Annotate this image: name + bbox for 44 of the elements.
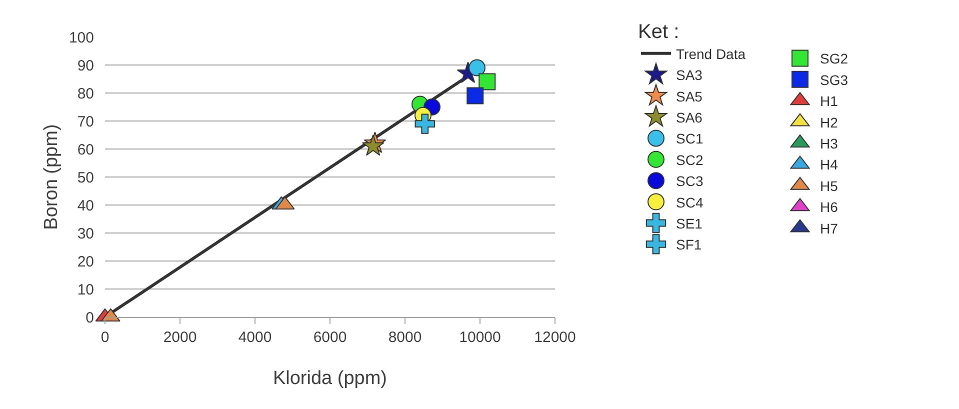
legend-label: H1 (820, 93, 838, 110)
legend-label: H4 (820, 156, 838, 173)
y-tick-label: 100 (68, 29, 94, 46)
y-tick-label: 0 (86, 309, 94, 326)
y-tick-label: 60 (77, 141, 94, 158)
y-tick-label: 50 (77, 169, 94, 186)
legend-label: SC3 (676, 173, 704, 190)
y-tick-label: 30 (77, 225, 94, 242)
legend-label: SC4 (676, 194, 704, 210)
y-tick-label: 20 (77, 253, 94, 270)
legend-label: SA5 (676, 88, 703, 104)
legend-label: H2 (820, 114, 838, 130)
legend-label: SA3 (676, 67, 703, 84)
x-tick-label: 2000 (163, 329, 197, 346)
y-tick-label: 70 (77, 113, 94, 130)
point (466, 87, 484, 104)
x-axis-title: Klorida (ppm) (272, 368, 388, 389)
y-tick-label: 80 (77, 85, 94, 102)
point (478, 73, 496, 90)
x-tick-label: 8000 (388, 329, 422, 346)
y-tick-label: 90 (77, 57, 94, 74)
x-tick-label: 10000 (459, 329, 501, 346)
legend-label: SG2 (820, 50, 848, 67)
legend-label: SA6 (676, 109, 703, 126)
legend-label: SC1 (676, 130, 704, 147)
legend-label: H3 (820, 135, 838, 152)
point (468, 59, 486, 76)
legend-label: SE1 (676, 215, 703, 232)
legend-title: Ket : (638, 20, 680, 43)
x-tick-label: 0 (100, 329, 110, 346)
x-tick-label: 12000 (534, 329, 576, 346)
legend-label: H7 (820, 220, 838, 236)
legend-label: Trend Data (676, 46, 746, 62)
y-axis-title: Boron (ppm) (41, 124, 62, 230)
legend-label: H6 (820, 199, 838, 216)
legend-label: SF1 (676, 236, 702, 253)
legend-label: SC2 (676, 152, 704, 168)
legend-label: H5 (820, 178, 838, 194)
y-tick-label: 40 (77, 197, 94, 214)
y-tick-label: 10 (77, 281, 94, 298)
x-tick-label: 4000 (238, 329, 272, 346)
point (414, 114, 435, 134)
x-tick-label: 6000 (313, 329, 347, 346)
legend-label: SG3 (820, 72, 848, 88)
